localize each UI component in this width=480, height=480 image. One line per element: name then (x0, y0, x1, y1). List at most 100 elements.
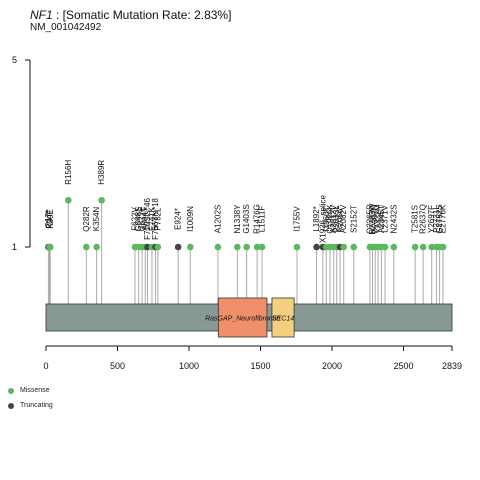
x-tick-label-1500: 1500 (250, 361, 270, 371)
mutation-label-i1009n: I1009N (186, 206, 195, 232)
mutation-point-n2432s (390, 243, 398, 251)
mutation-label-v2033l: V2033L (332, 205, 341, 233)
mutation-point-r2637q (419, 243, 427, 251)
legend-label-missense: Missense (20, 387, 50, 394)
y-tick-label-1: 1 (12, 242, 17, 252)
mutation-label-n2432s: N2432S (389, 205, 398, 234)
x-axis: 0 500 1000 1500 2000 2500 2839 (43, 345, 462, 371)
mutation-stems (47, 200, 444, 304)
legend: Missense Truncating (8, 383, 53, 413)
domain-label-sec14: SEC14 (272, 316, 294, 323)
mutation-label-t2581s: T2581S (411, 205, 420, 233)
mutation-label-g648s: G648S (134, 207, 143, 232)
mutation-point-l1892- (313, 243, 320, 251)
x-tick-label-1000: 1000 (179, 361, 199, 371)
mutation-label-q1986k: Q1986K (326, 204, 335, 234)
mutation-point-r156h (65, 196, 72, 204)
mutation-label-f766yfs-18: F766Yfs*18 (151, 198, 160, 240)
mutation-point-i1009n (186, 243, 194, 251)
mutation-label-f622v: F622V (130, 207, 139, 231)
mutation-label-y2697f: Y2697F (427, 205, 436, 233)
mutation-label-e2776k: E2776K (438, 204, 447, 233)
mutation-label-l2371v: L2371V (381, 205, 390, 233)
mutation-label-l1892-: L1892* (312, 206, 321, 231)
domain-label-rasgap-neurofibromin: RasGAP_Neurofibromin (205, 316, 280, 323)
mutation-label-p24t: P24T (45, 209, 54, 228)
y-tick-label-5: 5 (12, 55, 17, 65)
mutation-point-a2082v (340, 243, 348, 251)
title-rest: : [Somatic Mutation Rate: 2.83%] (52, 8, 232, 22)
mutation-point-p782l (154, 243, 162, 251)
mutation-label-p2731l: P2731L (432, 205, 441, 233)
mutation-point-k354n (93, 243, 100, 251)
chart-title: NF1 : [Somatic Mutation Rate: 2.83%] (30, 8, 231, 22)
mutation-label-a2345t: A2345T (377, 205, 386, 233)
legend-swatch-truncating (8, 402, 14, 409)
mutation-point-i1755v (293, 243, 301, 251)
mutation-label-d2302n: D2302N (371, 204, 380, 234)
mutation-point-l1511f (258, 243, 266, 251)
mutation-label-x1936-splice: X1936_splice (318, 194, 327, 243)
mutation-label-a1202s: A1202S (213, 205, 222, 233)
mutation-label-p782l: P782L (153, 207, 162, 231)
mutation-label-s2152t: S2152T (349, 205, 358, 233)
mutation-point-h389r (98, 196, 105, 204)
mutation-label-q17-: Q17* (44, 210, 53, 228)
mutation-label-t2322m: T2322M (374, 204, 383, 234)
mutation-point-l2371v (381, 243, 389, 251)
mutation-label-i1960t: I1960T (322, 206, 331, 231)
mutation-label-g672e: G672E (138, 207, 147, 232)
legend-item-missense: Missense (8, 383, 53, 398)
legend-label-truncating: Truncating (20, 402, 53, 409)
mutation-label-h389r: H389R (97, 160, 106, 185)
domain-rasgap-neurofibromin (217, 297, 268, 338)
mutation-point-s2152t (350, 243, 358, 251)
mutation-point-a1202s (214, 243, 222, 251)
mutation-label-g2752s: G2752S (435, 204, 444, 233)
mutation-label-a2082v: A2082V (339, 204, 348, 233)
mutation-point-n1338y (234, 243, 241, 251)
mutation-point-g1403s (243, 243, 250, 251)
mutation-label-r1476g: R1476G (253, 204, 262, 234)
mutation-label-k30e: K30E (46, 209, 55, 229)
mutation-label-r2637q: R2637Q (419, 204, 428, 234)
mutation-label-i1755v: I1755V (292, 206, 301, 232)
mutation-label-a694t: A694T (141, 207, 150, 231)
mutation-point-r1476g (253, 243, 261, 251)
mutation-label-r2283w: R2283W (368, 203, 377, 235)
x-tick-label-0: 0 (43, 361, 48, 371)
gene-name: NF1 (30, 8, 53, 22)
mutation-label-q282r: Q282R (82, 206, 91, 232)
mutation-label-r156h: R156H (64, 160, 73, 185)
domain-sec14 (271, 297, 295, 338)
mutation-point-e924- (174, 243, 182, 251)
mutation-label-e741k: E741K (147, 206, 156, 231)
x-tick-label-2500: 2500 (394, 361, 414, 371)
mutation-label-g1403s: G1403S (242, 204, 251, 233)
chart-subtitle: NM_001042492 (30, 22, 102, 33)
mutation-label-n1338y: N1338Y (233, 204, 242, 234)
chart-header: NF1 : [Somatic Mutation Rate: 2.83%] NM_… (30, 8, 231, 33)
mutation-point-y2697f (428, 243, 435, 251)
x-tick-label-500: 500 (110, 361, 125, 371)
mutation-point-e2776k (439, 243, 447, 251)
mutation-point-q282r (83, 243, 90, 251)
legend-item-truncating: Truncating (8, 398, 53, 413)
mutation-label-r2056-: R2056* (336, 206, 345, 233)
mutation-label-l1511f: L1511F (258, 206, 267, 233)
x-tick-label-2839: 2839 (442, 361, 462, 371)
mutation-label-k354n: K354N (92, 207, 101, 232)
mutation-point-t2581s (411, 243, 419, 251)
y-axis: 15 (12, 55, 31, 252)
mutation-label-a2012v: A2012V (329, 204, 338, 233)
legend-swatch-missense (8, 387, 14, 394)
x-tick-label-2000: 2000 (322, 361, 342, 371)
mutation-point-k30e (46, 243, 54, 251)
mutation-heads (45, 196, 447, 251)
mutation-label-e924-: E924* (174, 208, 183, 230)
mutation-label-q2265r: Q2265R (365, 204, 374, 234)
mutation-label-f710sfs-46: F710Sfs*46 (143, 198, 152, 240)
